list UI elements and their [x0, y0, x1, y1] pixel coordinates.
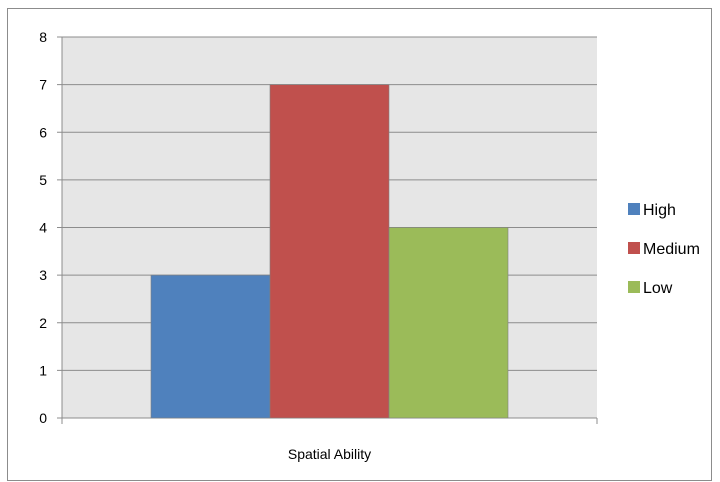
- legend-label-high: High: [643, 202, 676, 219]
- y-tick-label: 0: [39, 410, 47, 426]
- y-tick-label: 4: [39, 220, 47, 236]
- y-tick-label: 6: [39, 124, 47, 140]
- bar-low: [388, 227, 509, 419]
- y-tick-label: 2: [39, 315, 47, 331]
- bar-high: [150, 274, 271, 419]
- y-tick-label: 8: [39, 29, 47, 45]
- legend-label-low: Low: [643, 280, 673, 297]
- y-tick-label: 1: [39, 362, 47, 378]
- y-tick-label: 7: [39, 77, 47, 93]
- y-tick-label: 3: [39, 267, 47, 283]
- bar-medium: [269, 84, 390, 419]
- legend-swatch-medium: [628, 242, 640, 254]
- y-tick-label: 5: [39, 172, 47, 188]
- legend-swatch-high: [628, 203, 640, 215]
- legend-label-medium: Medium: [643, 241, 700, 258]
- x-category-label: Spatial Ability: [288, 446, 371, 462]
- legend-swatch-low: [628, 281, 640, 293]
